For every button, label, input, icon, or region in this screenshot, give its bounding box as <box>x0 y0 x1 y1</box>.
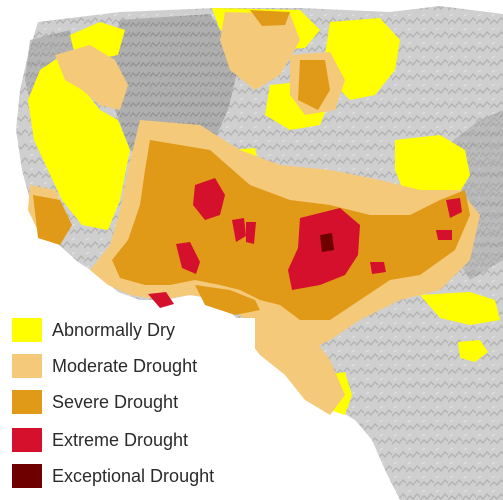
legend-item-moderate-drought: Moderate Drought <box>12 354 272 380</box>
legend-item-extreme-drought: Extreme Drought <box>12 428 272 454</box>
legend-swatch-severe-drought <box>12 390 42 414</box>
legend-swatch-abnormally-dry <box>12 318 42 342</box>
legend-label: Exceptional Drought <box>52 466 215 486</box>
map-legend: Abnormally Dry Moderate Drought Severe D… <box>12 318 272 500</box>
legend-label: Moderate Drought <box>52 356 198 376</box>
legend-item-severe-drought: Severe Drought <box>12 390 272 416</box>
legend-backdrop <box>0 318 255 500</box>
legend-item-abnormally-dry: Abnormally Dry <box>12 318 272 344</box>
legend-label: Extreme Drought <box>52 430 189 450</box>
legend-swatch-moderate-drought <box>12 354 42 378</box>
legend-label: Abnormally Dry <box>52 320 176 340</box>
legend-item-exceptional-drought: Exceptional Drought <box>12 464 272 490</box>
exceptional-drought-areas <box>320 233 334 252</box>
legend-label: Severe Drought <box>52 392 179 412</box>
legend-swatch-exceptional-drought <box>12 464 42 488</box>
legend-swatch-extreme-drought <box>12 428 42 452</box>
